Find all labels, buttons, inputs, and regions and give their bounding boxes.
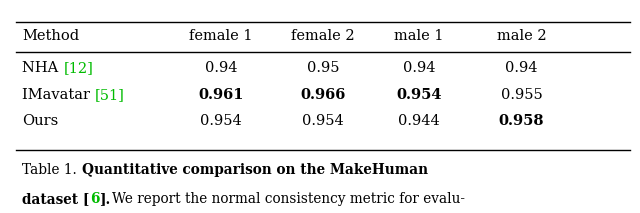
Text: 0.955: 0.955 <box>500 88 543 102</box>
Text: Table 1.: Table 1. <box>22 163 77 177</box>
Text: 0.958: 0.958 <box>499 114 545 128</box>
Text: Method: Method <box>22 29 79 43</box>
Text: NHA: NHA <box>22 61 63 75</box>
Text: 0.954: 0.954 <box>396 88 442 102</box>
Text: female 2: female 2 <box>291 29 355 43</box>
Text: Ours: Ours <box>22 114 59 128</box>
Text: We report the normal consistency metric for evalu-: We report the normal consistency metric … <box>113 192 465 206</box>
Text: 0.95: 0.95 <box>307 61 339 75</box>
Text: 0.94: 0.94 <box>205 61 237 75</box>
Text: 0.961: 0.961 <box>198 88 244 102</box>
Text: IMavatar: IMavatar <box>22 88 95 102</box>
Text: 0.94: 0.94 <box>506 61 538 75</box>
Text: male 1: male 1 <box>394 29 444 43</box>
Text: dataset [: dataset [ <box>22 192 90 206</box>
Text: female 1: female 1 <box>189 29 253 43</box>
Text: [51]: [51] <box>95 88 125 102</box>
Text: 0.944: 0.944 <box>398 114 440 128</box>
Text: ].: ]. <box>99 192 111 206</box>
Text: 6: 6 <box>90 192 99 206</box>
Text: 0.954: 0.954 <box>302 114 344 128</box>
Text: 0.954: 0.954 <box>200 114 242 128</box>
Text: [12]: [12] <box>63 61 93 75</box>
Text: 0.94: 0.94 <box>403 61 435 75</box>
Text: male 2: male 2 <box>497 29 547 43</box>
Text: 0.966: 0.966 <box>301 88 346 102</box>
Text: Quantitative comparison on the MakeHuman: Quantitative comparison on the MakeHuman <box>83 163 428 177</box>
